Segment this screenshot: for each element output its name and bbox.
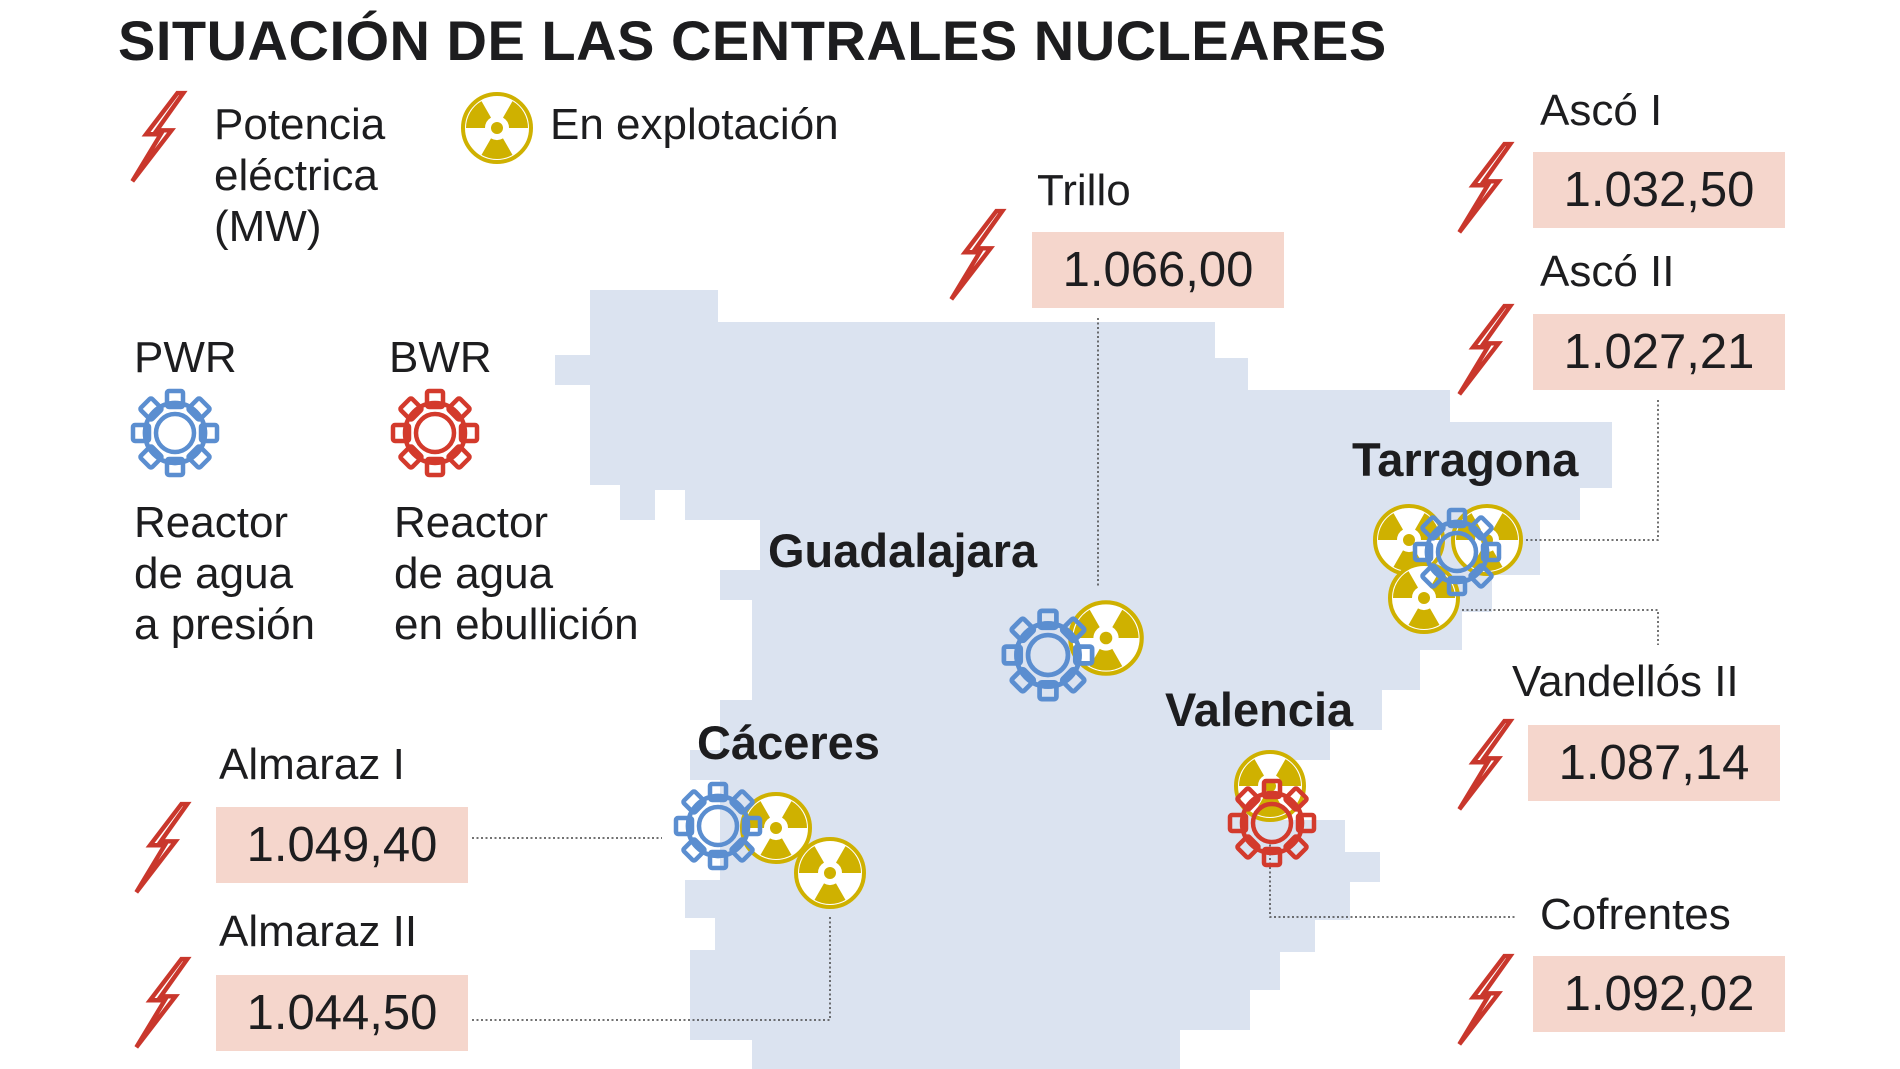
legend-pwr-line: Reactor bbox=[134, 498, 289, 547]
legend-power-label: Potencia eléctrica (MW) bbox=[214, 99, 385, 252]
leader-lines bbox=[472, 318, 1659, 1021]
legend-pwr-line: a presión bbox=[134, 600, 316, 649]
legend-power-line: eléctrica bbox=[214, 151, 378, 200]
trillo-bolt-icon bbox=[951, 211, 1002, 299]
plant-power-cofrentes: 1.092,02 bbox=[1533, 956, 1785, 1032]
legend-bolt-icon bbox=[132, 93, 183, 181]
plant-name-asco2: Ascó II bbox=[1540, 247, 1675, 296]
asco1-bolt-icon bbox=[1459, 144, 1510, 232]
legend-bwr-description: Reactor de agua en ebullición bbox=[394, 497, 639, 650]
legend-bwr-gear-icon bbox=[393, 391, 477, 475]
legend-bwr-line: en ebullición bbox=[394, 600, 639, 649]
plant-power-asco2: 1.027,21 bbox=[1533, 314, 1785, 390]
legend-bwr-code: BWR bbox=[389, 333, 492, 382]
legend-pwr-gear-icon bbox=[133, 391, 217, 475]
leader-asco bbox=[1525, 400, 1659, 541]
legend-bwr-line: de agua bbox=[394, 549, 554, 598]
plant-name-cofrentes: Cofrentes bbox=[1540, 890, 1731, 939]
plant-name-almaraz1: Almaraz I bbox=[219, 740, 405, 789]
plant-name-vandellos2: Vandellós II bbox=[1512, 657, 1739, 706]
plant-name-asco1: Ascó I bbox=[1540, 86, 1663, 135]
plant-power-almaraz2: 1.044,50 bbox=[216, 975, 468, 1051]
legend-bwr-line: Reactor bbox=[394, 498, 549, 547]
city-label-guadalajara: Guadalajara bbox=[768, 524, 1038, 577]
trillo-pwr-gear-icon bbox=[1004, 611, 1092, 699]
city-label-valencia: Valencia bbox=[1165, 683, 1354, 736]
asco2-bolt-icon bbox=[1459, 306, 1510, 394]
plant-name-trillo: Trillo bbox=[1037, 166, 1131, 215]
page-title: SITUACIÓN DE LAS CENTRALES NUCLEARES bbox=[118, 9, 1387, 72]
plant-power-asco1: 1.032,50 bbox=[1533, 152, 1785, 228]
legend-power-line: Potencia bbox=[214, 100, 386, 149]
leader-almaraz2 bbox=[472, 915, 831, 1021]
tarragona-pwr-gear-icon bbox=[1415, 510, 1499, 594]
city-label-tarragona: Tarragona bbox=[1352, 433, 1579, 486]
plant-power-vandellos2: 1.087,14 bbox=[1528, 725, 1780, 801]
cofrentes-bolt-icon bbox=[1459, 956, 1510, 1044]
almaraz-pwr-gear-icon bbox=[676, 784, 760, 868]
plant-name-almaraz2: Almaraz II bbox=[219, 907, 418, 956]
vandellos2-bolt-icon bbox=[1459, 721, 1510, 809]
leader-vandellos bbox=[1462, 609, 1659, 645]
legend-pwr-description: Reactor de agua a presión bbox=[134, 497, 315, 650]
plant-power-almaraz1: 1.049,40 bbox=[216, 807, 468, 883]
almaraz1-bolt-icon bbox=[136, 804, 187, 892]
legend-power-line: (MW) bbox=[214, 202, 322, 251]
legend-pwr-line: de agua bbox=[134, 549, 294, 598]
legend-radiation-icon bbox=[456, 92, 533, 171]
legend-operation-label: En explotación bbox=[550, 100, 839, 149]
legend-pwr-code: PWR bbox=[134, 333, 237, 382]
city-label-caceres: Cáceres bbox=[697, 716, 880, 769]
almaraz2-bolt-icon bbox=[136, 959, 187, 1047]
leader-cofrentes bbox=[1269, 840, 1515, 918]
plant-power-trillo: 1.066,00 bbox=[1032, 232, 1284, 308]
